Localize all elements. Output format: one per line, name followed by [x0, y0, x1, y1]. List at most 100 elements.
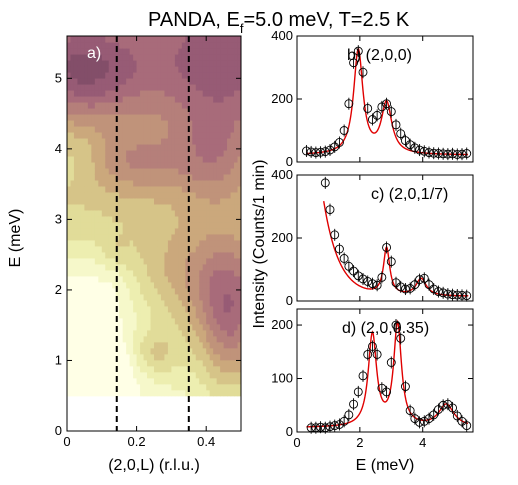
heatmap-cell [220, 197, 225, 205]
heatmap-cell [129, 341, 134, 349]
heatmap-cell [230, 113, 235, 121]
heatmap-cell [234, 155, 239, 163]
heatmap-cell [220, 65, 225, 73]
heatmap-cell [150, 185, 155, 193]
heatmap-cell [122, 119, 127, 127]
heatmap-cell [126, 36, 131, 43]
heatmap-cell [213, 125, 218, 133]
heatmap-cell [133, 239, 138, 247]
heatmap-cell [77, 167, 82, 175]
heatmap-cell [223, 65, 228, 73]
heatmap-cell [220, 305, 225, 313]
heatmap-cell [105, 143, 110, 151]
heatmap-cell [157, 209, 162, 217]
heatmap-cell [147, 143, 152, 151]
heatmap-cell [126, 245, 131, 253]
heatmap-cell [227, 197, 232, 205]
heatmap-cell [171, 185, 176, 193]
heatmap-cell [67, 293, 72, 301]
heatmap-cell [87, 233, 92, 241]
heatmap-cell [164, 203, 169, 211]
data-point [372, 350, 382, 359]
heatmap-cell [167, 269, 172, 277]
y-tick-label: 200 [271, 317, 293, 332]
heatmap-cell [178, 365, 183, 373]
heatmap-cell [216, 323, 221, 331]
heatmap-cell [147, 287, 152, 295]
heatmap-cell [192, 227, 197, 235]
heatmap-cell [112, 131, 117, 139]
heatmap-cell [167, 137, 172, 145]
heatmap-cell [185, 371, 190, 379]
heatmap-cell [213, 203, 218, 211]
heatmap-cell [140, 59, 145, 67]
heatmap-cell [206, 65, 211, 73]
heatmap-cell [171, 287, 176, 295]
heatmap-cell [227, 161, 232, 169]
heatmap-cell [174, 42, 179, 49]
heatmap-cell [216, 36, 221, 43]
heatmap-cell [230, 209, 235, 217]
heatmap-cell [202, 36, 207, 43]
heatmap-cell [195, 221, 200, 229]
heatmap-cell [185, 119, 190, 127]
heatmap-cell [70, 257, 75, 265]
heatmap-cell [91, 113, 96, 121]
heatmap-cell [150, 245, 155, 253]
heatmap-cell [94, 317, 99, 325]
heatmap-cell [185, 335, 190, 343]
heatmap-cell [167, 221, 172, 229]
heatmap-cell [91, 227, 96, 235]
heatmap-cell [185, 317, 190, 325]
heatmap-cell [206, 36, 211, 43]
heatmap-cell [91, 36, 96, 43]
heatmap-cell [157, 155, 162, 163]
heatmap-cell [129, 191, 134, 199]
heatmap-cell [126, 311, 131, 319]
heatmap-cell [178, 209, 183, 217]
heatmap-cell [143, 203, 148, 211]
heatmap-cell [234, 233, 239, 241]
heatmap-cell [167, 281, 172, 289]
heatmap-cell [185, 263, 190, 271]
heatmap-cell [188, 305, 193, 313]
heatmap-cell [140, 371, 145, 379]
heatmap-cell [84, 65, 89, 73]
heatmap-cell [209, 281, 214, 289]
heatmap-cell [73, 341, 79, 349]
heatmap-cell [91, 233, 96, 241]
heatmap-cell [154, 377, 159, 385]
heatmap-cell [98, 311, 103, 319]
heatmap-cell [206, 347, 211, 355]
heatmap-cell [140, 131, 145, 139]
heatmap-cell [202, 371, 207, 379]
heatmap-cell [115, 221, 120, 229]
heatmap-cell [220, 83, 225, 91]
heatmap-cell [167, 287, 172, 295]
heatmap-cell [202, 251, 207, 259]
heatmap-cell [202, 221, 207, 229]
data-point [363, 103, 373, 113]
heatmap-cell [105, 299, 110, 307]
heatmap-cell [91, 251, 96, 259]
heatmap-cell [167, 107, 172, 115]
heatmap-cell [136, 239, 141, 247]
heatmap-cell [234, 125, 239, 133]
heatmap-cell [216, 149, 221, 157]
heatmap-cell [129, 371, 134, 379]
heatmap-cell [126, 173, 131, 181]
heatmap-cell [108, 65, 113, 73]
heatmap-cell [167, 42, 172, 49]
heatmap-cell [178, 389, 183, 397]
heatmap-cell [234, 71, 239, 79]
heatmap-cell [181, 305, 186, 313]
heatmap-cell [171, 137, 176, 145]
heatmap-cell [213, 311, 218, 319]
heatmap-cell [154, 347, 159, 355]
heatmap-cell [154, 383, 159, 391]
heatmap-cell [133, 113, 138, 121]
heatmap-cell [67, 155, 72, 163]
heatmap-cell [147, 251, 152, 259]
heatmap-cell [181, 323, 186, 331]
heatmap-cell [178, 329, 183, 337]
